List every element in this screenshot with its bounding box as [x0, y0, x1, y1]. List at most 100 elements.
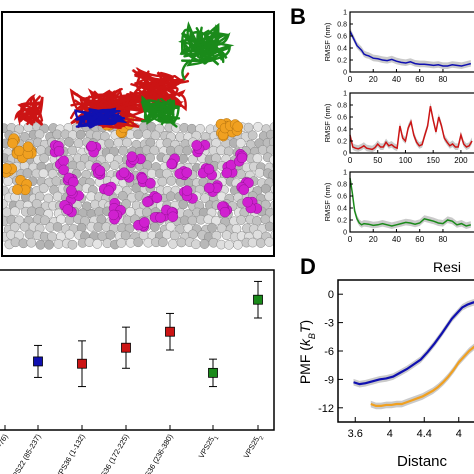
lipid-sphere	[168, 239, 178, 249]
lipid-sphere	[187, 154, 198, 165]
rmsf-xtick-label: 200	[454, 156, 468, 165]
rmsf-ylabel: RMSF (nm)	[323, 103, 332, 142]
rmsf-xtick-label: 80	[438, 75, 447, 84]
category-subscript: 2	[259, 436, 266, 442]
errorbar-axes-frame	[0, 269, 275, 431]
membrane-rendering	[1, 11, 275, 257]
magenta-lipid	[118, 167, 130, 178]
orange-lipid	[13, 145, 25, 157]
magenta-lipid	[151, 192, 163, 204]
lipid-sphere	[116, 238, 127, 248]
lipid-sphere	[149, 145, 160, 156]
lipid-sphere	[166, 175, 177, 186]
rmsf-xtick-label: 0	[348, 156, 353, 165]
red-protein-ribbon	[19, 96, 44, 122]
rmsf-ytick-label: 0.4	[337, 46, 347, 53]
lipid-sphere	[247, 237, 258, 248]
lipid-sphere	[73, 138, 84, 149]
lipid-sphere	[162, 168, 172, 179]
rmsf-ytick-label: 0	[343, 70, 347, 77]
lipid-sphere	[52, 222, 63, 232]
lipid-sphere	[122, 137, 132, 148]
rmsf-line	[349, 30, 472, 67]
pmf-line	[353, 301, 474, 386]
lipid-sphere	[178, 153, 189, 164]
data-marker	[121, 342, 131, 353]
lipid-sphere	[253, 121, 263, 132]
lipid-sphere	[221, 230, 232, 241]
panel-letter-d: D	[300, 254, 316, 279]
lipid-sphere	[67, 145, 78, 156]
magenta-lipid	[126, 151, 138, 162]
panel-b-rmsf: B 0 0.2 0.4 0.6 0.8 1 0 20 40 60 80 RMSF (nm) 0 0.2 0.…	[290, 0, 474, 275]
lipid-sphere	[150, 222, 160, 232]
lipid-sphere	[64, 137, 74, 147]
lipid-sphere	[272, 178, 273, 184]
rmsf-ytick-label: 0	[343, 230, 347, 237]
lipid-sphere	[199, 239, 210, 249]
lipid-sphere	[264, 221, 273, 232]
rmsf-ytick-label: 0.8	[337, 182, 347, 189]
rmsf-xtick-label: 0	[348, 75, 353, 84]
lipid-sphere	[22, 168, 33, 178]
pmf-ylabel-sub: B	[307, 333, 317, 339]
rmsf-xtick-label: 100	[399, 156, 413, 165]
magenta-lipid	[203, 163, 215, 175]
data-marker	[165, 326, 175, 337]
magenta-lipid	[139, 217, 150, 228]
magenta-lipid	[219, 206, 231, 218]
lipid-sphere	[169, 230, 180, 241]
pmf-line	[370, 345, 474, 408]
magenta-lipid	[221, 167, 233, 179]
lipid-sphere	[38, 168, 49, 179]
pmf-ylabel-end: )	[297, 320, 313, 325]
lipid-sphere	[254, 167, 265, 178]
rmsf-ytick-label: 1	[343, 10, 347, 17]
magenta-lipid	[167, 211, 179, 223]
lipid-sphere	[24, 229, 35, 240]
rmsf-ytick-label: 0.6	[337, 194, 347, 201]
data-marker	[253, 294, 263, 305]
lipid-sphere	[3, 185, 9, 196]
magenta-lipid	[242, 196, 253, 208]
lipid-sphere	[235, 169, 246, 180]
magenta-lipid	[68, 176, 79, 188]
rmsf-ytick-label: 0.8	[337, 103, 347, 110]
pmf-ytick-label: 0	[328, 289, 334, 301]
lipid-sphere	[150, 130, 161, 141]
lipid-sphere	[133, 129, 143, 140]
magenta-lipid	[155, 212, 166, 223]
data-marker	[33, 356, 43, 367]
lipid-sphere	[3, 199, 8, 209]
rmsf-line	[349, 106, 473, 151]
rmsf-line	[349, 177, 472, 227]
magenta-lipid	[103, 185, 114, 196]
lipid-sphere	[269, 122, 273, 132]
errorbar-chart: -76)VPS22 (85-237) VPS36 (1-132) VPS36 (17…	[0, 269, 275, 474]
pmf-ytick-label: -12	[318, 403, 334, 415]
lipid-sphere	[268, 170, 273, 180]
magenta-lipid	[181, 185, 193, 196]
red-protein-ribbon	[17, 93, 41, 126]
pmf-xtick-label: 3.6	[348, 428, 363, 440]
lipid-sphere	[3, 176, 13, 187]
pmf-error-band	[353, 299, 474, 388]
lipid-sphere	[26, 206, 37, 217]
rmsf-xtick-label: 60	[415, 75, 424, 84]
magenta-lipid	[108, 209, 119, 221]
pmf-ytick-label: -6	[324, 346, 334, 358]
lipid-sphere	[51, 176, 62, 186]
magenta-lipid	[145, 178, 156, 189]
panel-c-errorbar: -76) VPS22 (85-237) VPS36 (1-132) VPS36 (17…	[0, 262, 276, 474]
lipid-sphere	[84, 237, 95, 248]
lipid-sphere	[75, 129, 86, 140]
rmsf-ytick-label: 0.6	[337, 115, 347, 122]
lipid-sphere	[133, 237, 144, 248]
magenta-lipid	[62, 204, 73, 215]
rmsf-ytick-label: 0.2	[337, 139, 347, 146]
green-protein-ribbon	[146, 107, 178, 128]
data-marker	[208, 367, 218, 378]
category-label: -76)	[0, 432, 10, 448]
green-protein-ribbon	[181, 28, 228, 60]
rmsf-ytick-label: 0	[343, 151, 347, 158]
